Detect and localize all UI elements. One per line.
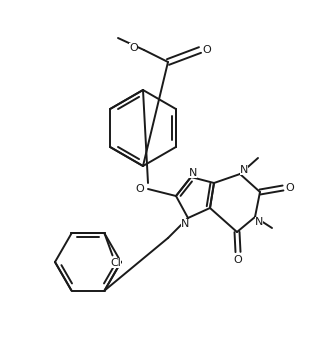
Text: O: O: [286, 183, 295, 193]
Text: Cl: Cl: [110, 258, 121, 269]
Text: N: N: [189, 168, 197, 178]
Text: N: N: [240, 165, 248, 175]
Text: O: O: [234, 255, 242, 265]
Text: N: N: [255, 217, 263, 227]
Text: O: O: [129, 43, 138, 53]
Text: O: O: [203, 45, 211, 55]
Text: O: O: [136, 184, 144, 194]
Text: N: N: [181, 219, 189, 229]
